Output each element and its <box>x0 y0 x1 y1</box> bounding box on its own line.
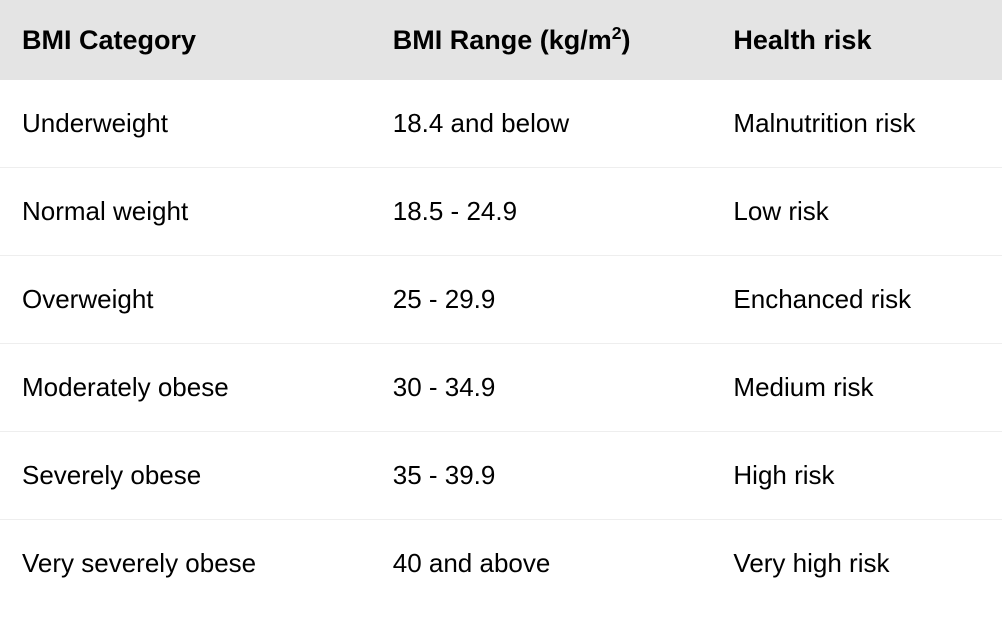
col-header-range-sup: 2 <box>612 23 622 43</box>
cell-risk: Low risk <box>711 167 1002 255</box>
cell-risk: High risk <box>711 431 1002 519</box>
table-row: Underweight 18.4 and below Malnutrition … <box>0 80 1002 168</box>
cell-range: 18.4 and below <box>371 80 712 168</box>
table-row: Normal weight 18.5 - 24.9 Low risk <box>0 167 1002 255</box>
col-header-range: BMI Range (kg/m2) <box>371 0 712 80</box>
cell-range: 35 - 39.9 <box>371 431 712 519</box>
cell-category: Very severely obese <box>0 519 371 607</box>
table-row: Very severely obese 40 and above Very hi… <box>0 519 1002 607</box>
cell-category: Moderately obese <box>0 343 371 431</box>
cell-range: 25 - 29.9 <box>371 255 712 343</box>
col-header-range-suffix: ) <box>622 25 631 55</box>
cell-category: Severely obese <box>0 431 371 519</box>
table-row: Severely obese 35 - 39.9 High risk <box>0 431 1002 519</box>
col-header-range-prefix: BMI Range (kg/m <box>393 25 612 55</box>
cell-risk: Medium risk <box>711 343 1002 431</box>
col-header-category: BMI Category <box>0 0 371 80</box>
cell-risk: Enchanced risk <box>711 255 1002 343</box>
cell-range: 18.5 - 24.9 <box>371 167 712 255</box>
table-row: Overweight 25 - 29.9 Enchanced risk <box>0 255 1002 343</box>
bmi-table: BMI Category BMI Range (kg/m2) Health ri… <box>0 0 1002 607</box>
col-header-risk: Health risk <box>711 0 1002 80</box>
cell-risk: Very high risk <box>711 519 1002 607</box>
table-row: Moderately obese 30 - 34.9 Medium risk <box>0 343 1002 431</box>
cell-category: Underweight <box>0 80 371 168</box>
cell-risk: Malnutrition risk <box>711 80 1002 168</box>
table-header-row: BMI Category BMI Range (kg/m2) Health ri… <box>0 0 1002 80</box>
cell-range: 40 and above <box>371 519 712 607</box>
cell-range: 30 - 34.9 <box>371 343 712 431</box>
cell-category: Normal weight <box>0 167 371 255</box>
cell-category: Overweight <box>0 255 371 343</box>
